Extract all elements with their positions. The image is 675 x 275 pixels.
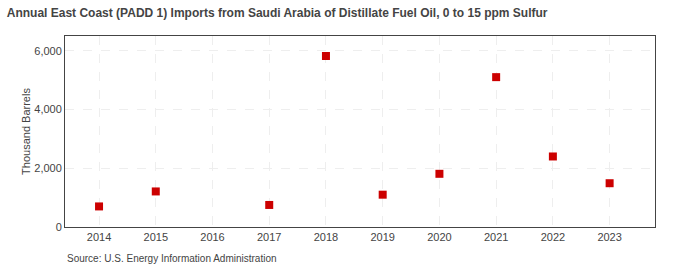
- svg-text:6,000: 6,000: [34, 45, 62, 57]
- svg-text:Annual East Coast (PADD 1) Imp: Annual East Coast (PADD 1) Imports from …: [7, 6, 548, 20]
- svg-text:Thousand Barrels: Thousand Barrels: [20, 88, 32, 175]
- svg-text:2,000: 2,000: [34, 162, 62, 174]
- svg-text:2021: 2021: [484, 231, 508, 243]
- svg-text:2018: 2018: [314, 231, 338, 243]
- svg-text:2022: 2022: [541, 231, 565, 243]
- svg-text:2020: 2020: [427, 231, 451, 243]
- svg-text:0: 0: [56, 221, 62, 233]
- svg-text:2023: 2023: [597, 231, 621, 243]
- svg-text:2019: 2019: [370, 231, 394, 243]
- svg-text:2015: 2015: [144, 231, 168, 243]
- svg-text:Source: U.S. Energy Informatio: Source: U.S. Energy Information Administ…: [67, 253, 277, 264]
- svg-text:2017: 2017: [257, 231, 281, 243]
- svg-text:2014: 2014: [87, 231, 111, 243]
- svg-text:2016: 2016: [200, 231, 224, 243]
- svg-text:4,000: 4,000: [34, 103, 62, 115]
